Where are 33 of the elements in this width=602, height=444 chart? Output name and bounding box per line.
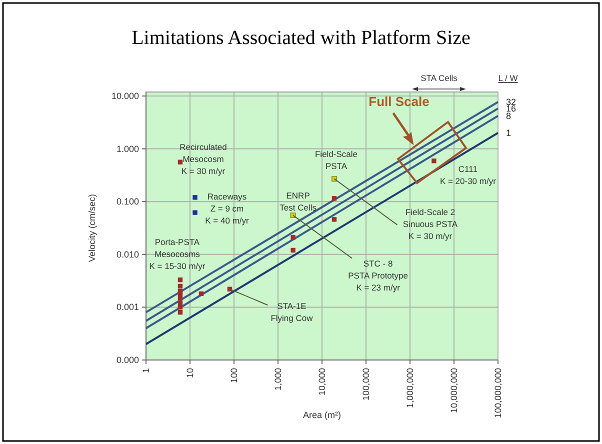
y-tick-label: 1.000	[116, 144, 139, 154]
annotation: C111 K = 20-30 m/yr	[440, 164, 496, 186]
x-tick-label: 1	[141, 368, 151, 374]
x-tick-label: 100	[229, 368, 239, 384]
y-tick-label: 0.010	[116, 249, 139, 260]
x-tick-label: 10,000	[317, 368, 327, 396]
x-tick-label: 10	[185, 368, 195, 378]
chart-title: Limitations Associated with Platform Size	[132, 27, 471, 49]
annotation: Full Scale	[368, 94, 430, 109]
annotation: Field-Scale PSTA	[315, 148, 358, 171]
annotation: ENRP Test Cells	[280, 190, 316, 212]
y-tick-label: 10.000	[111, 91, 139, 101]
x-axis-title: Area (m²)	[303, 410, 341, 420]
x-tick-label: 1,000,000	[405, 368, 415, 408]
annotation: Porta-PSTA Mesocosms K = 15-30 m/yr	[149, 236, 206, 271]
x-tick-label: 100,000	[361, 368, 371, 401]
x-tick-label: 10,000,000	[449, 368, 459, 414]
annotation: STC - 8 PSTA Prototype K = 23 m/yr	[348, 258, 408, 292]
series-label: 32	[506, 96, 516, 107]
annotation: Field-Scale 2 Sinuous PSTA K = 30 m/yr	[402, 206, 458, 241]
x-tick-label: 100,000,000	[493, 368, 503, 418]
y-axis-title: Velocity (cm/sec)	[87, 194, 97, 262]
y-tick-label: 0.000	[116, 355, 139, 365]
annotation: Recirculated Mesocosm K = 30 m/yr	[180, 142, 228, 176]
text: L / W	[498, 73, 518, 83]
y-tick-label: 0.001	[116, 302, 139, 312]
annotation: Raceways Z = 9 cm K = 40 m/yr	[205, 191, 250, 226]
text: STA Cells	[420, 73, 458, 83]
y-tick-label: 0.100	[116, 196, 139, 207]
series-label: 1	[506, 128, 512, 138]
series-label: 8	[506, 110, 512, 121]
x-tick-label: 1,000	[273, 368, 283, 391]
annotation: STA-1E Flying Cow	[270, 301, 314, 324]
